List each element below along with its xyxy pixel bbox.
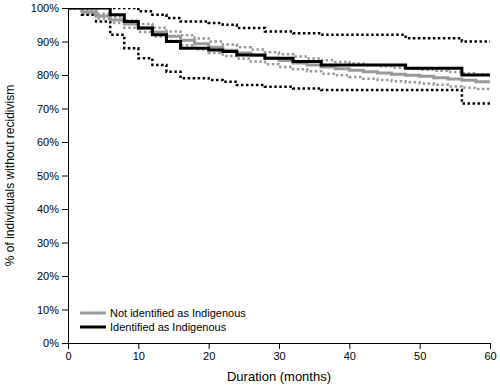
y-tick-mark bbox=[62, 243, 68, 244]
chart: 0% 10% 20% 30% 40% 50% 60% 70% 80% 90% 100% 0 10 20 30… bbox=[0, 0, 500, 389]
y-axis-title: % of individuals without recidivism bbox=[3, 85, 17, 266]
legend-item: Not identified as Indigenous bbox=[80, 307, 246, 319]
y-tick-label: 20% bbox=[37, 270, 59, 282]
axis-line bbox=[68, 9, 69, 344]
legend-item: Identified as Indigenous bbox=[80, 321, 227, 333]
y-tick-label: 80% bbox=[37, 69, 59, 81]
legend: Not identified as Indigenous Identified a… bbox=[80, 307, 246, 333]
y-tick: 30% bbox=[37, 237, 68, 249]
legend-label: Not identified as Indigenous bbox=[110, 307, 246, 319]
y-tick: 60% bbox=[37, 136, 68, 148]
y-tick-mark bbox=[62, 109, 68, 110]
x-tick: 30 bbox=[273, 343, 285, 362]
y-tick-mark bbox=[62, 276, 68, 277]
y-tick-label: 30% bbox=[37, 237, 59, 249]
legend-label: Identified as Indigenous bbox=[110, 321, 227, 333]
y-tick-label: 90% bbox=[37, 36, 59, 48]
y-tick-label: 60% bbox=[37, 136, 59, 148]
y-tick: 100% bbox=[31, 2, 68, 14]
x-tick: 10 bbox=[133, 343, 145, 362]
x-axis-title: Duration (months) bbox=[227, 369, 331, 384]
y-tick: 80% bbox=[37, 69, 68, 81]
y-tick-mark bbox=[62, 75, 68, 76]
ci-upper-line bbox=[68, 8, 490, 76]
x-tick: 40 bbox=[344, 343, 356, 362]
y-tick-mark bbox=[62, 142, 68, 143]
ci-lower-line bbox=[68, 8, 490, 90]
x-axis: 0 10 20 30 40 50 60 bbox=[65, 343, 496, 362]
y-tick-label: 70% bbox=[37, 103, 59, 115]
x-tick-mark bbox=[279, 343, 280, 349]
y-tick-mark bbox=[62, 8, 68, 9]
series-lines bbox=[68, 8, 490, 103]
y-axis: 0% 10% 20% 30% 40% 50% 60% 70% 80% 90% 100% bbox=[31, 2, 69, 349]
x-tick-label: 0 bbox=[65, 350, 71, 362]
x-tick-mark bbox=[490, 343, 491, 349]
x-tick-mark bbox=[420, 343, 421, 349]
y-tick-label: 0% bbox=[43, 337, 59, 349]
x-tick-mark bbox=[209, 343, 210, 349]
y-tick: 40% bbox=[37, 203, 68, 215]
x-tick-mark bbox=[68, 343, 69, 349]
x-tick: 20 bbox=[203, 343, 215, 362]
y-tick: 90% bbox=[37, 36, 68, 48]
x-tick-label: 60 bbox=[484, 350, 496, 362]
x-tick-label: 30 bbox=[273, 350, 285, 362]
ci-lower-line bbox=[68, 8, 490, 103]
x-tick-label: 40 bbox=[344, 350, 356, 362]
legend-swatch bbox=[80, 326, 106, 329]
x-tick: 60 bbox=[484, 343, 496, 362]
y-tick: 10% bbox=[37, 304, 68, 316]
x-tick: 50 bbox=[414, 343, 426, 362]
x-tick-label: 10 bbox=[133, 350, 145, 362]
y-tick-mark bbox=[62, 343, 68, 344]
y-tick-mark bbox=[62, 42, 68, 43]
y-tick-label: 50% bbox=[37, 170, 59, 182]
y-tick-label: 10% bbox=[37, 304, 59, 316]
x-tick-label: 20 bbox=[203, 350, 215, 362]
survival-line bbox=[68, 8, 490, 75]
y-tick-mark bbox=[62, 310, 68, 311]
x-tick-mark bbox=[349, 343, 350, 349]
y-tick: 70% bbox=[37, 103, 68, 115]
y-tick: 20% bbox=[37, 270, 68, 282]
y-tick-label: 40% bbox=[37, 203, 59, 215]
survival-line bbox=[68, 8, 490, 83]
legend-swatch bbox=[80, 312, 106, 315]
y-tick-mark bbox=[62, 176, 68, 177]
plot: 0% 10% 20% 30% 40% 50% 60% 70% 80% 90% 100% 0 10 20 30… bbox=[31, 2, 497, 362]
y-tick: 0% bbox=[43, 337, 68, 349]
y-tick-label: 100% bbox=[31, 2, 59, 14]
x-tick-label: 50 bbox=[414, 350, 426, 362]
x-tick: 0 bbox=[65, 343, 71, 362]
x-tick-mark bbox=[138, 343, 139, 349]
y-tick-mark bbox=[62, 209, 68, 210]
y-tick: 50% bbox=[37, 170, 68, 182]
